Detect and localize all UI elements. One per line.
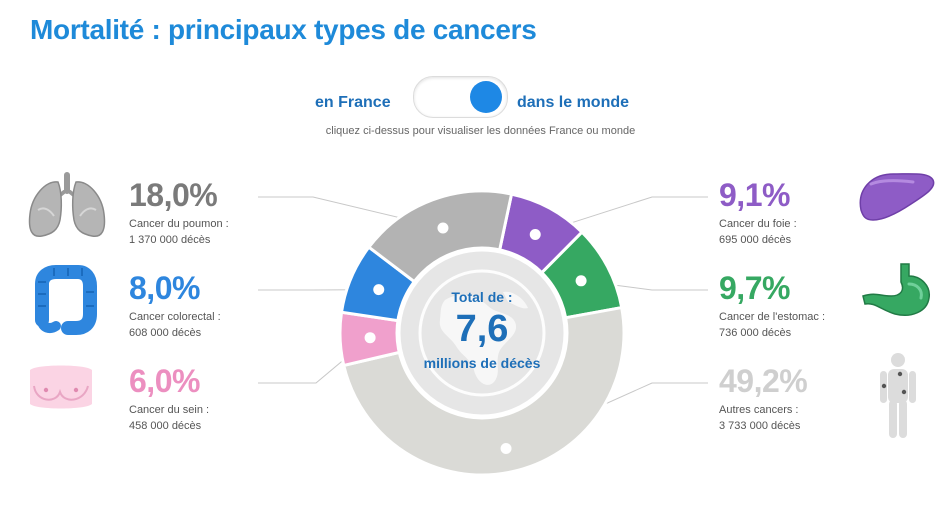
pct-sein: 6,0% bbox=[129, 363, 200, 399]
label-colorectal: Cancer colorectal : bbox=[129, 311, 221, 323]
total-label: Total de : bbox=[451, 289, 513, 305]
globe-icon bbox=[418, 269, 546, 397]
value-poumon: 1 370 000 décès bbox=[129, 234, 211, 246]
region-toggle-switch[interactable] bbox=[413, 76, 508, 118]
toggle-hint: cliquez ci-dessus pour visualiser les do… bbox=[325, 125, 636, 137]
liver-icon bbox=[859, 173, 935, 221]
breast-icon bbox=[30, 365, 92, 409]
stat-colorectal: 8,0% Cancer colorectal : 608 000 décès bbox=[129, 270, 221, 341]
total-value: 7,6 bbox=[455, 308, 509, 350]
lungs-icon bbox=[28, 172, 106, 238]
stat-foie: 9,1% Cancer du foie : 695 000 décès bbox=[719, 177, 797, 248]
slice-dots bbox=[364, 222, 587, 455]
stat-autres: 49,2% Autres cancers : 3 733 000 décès bbox=[719, 363, 808, 434]
pct-autres: 49,2% bbox=[719, 363, 808, 399]
value-foie: 695 000 décès bbox=[719, 234, 792, 246]
value-estomac: 736 000 décès bbox=[719, 327, 792, 339]
dot-colorectal bbox=[373, 284, 385, 296]
dot-autres bbox=[500, 443, 512, 455]
label-estomac: Cancer de l'estomac : bbox=[719, 311, 826, 323]
pct-estomac: 9,7% bbox=[719, 270, 790, 306]
dot-foie bbox=[529, 228, 541, 240]
label-autres: Autres cancers : bbox=[719, 404, 799, 416]
stat-poumon: 18,0% Cancer du poumon : 1 370 000 décès bbox=[129, 177, 229, 248]
toggle-knob[interactable] bbox=[470, 81, 502, 113]
stomach-icon bbox=[862, 263, 930, 316]
toggle-label-france[interactable]: en France bbox=[315, 94, 391, 111]
value-autres: 3 733 000 décès bbox=[719, 420, 801, 432]
dot-poumon bbox=[437, 222, 449, 234]
page-title: Mortalité : principaux types de cancers bbox=[30, 14, 537, 45]
total-unit: millions de décès bbox=[423, 355, 541, 371]
pct-poumon: 18,0% bbox=[129, 177, 218, 213]
pct-colorectal: 8,0% bbox=[129, 270, 200, 306]
dot-estomac bbox=[575, 275, 587, 287]
dot-sein bbox=[364, 332, 376, 344]
pct-foie: 9,1% bbox=[719, 177, 790, 213]
stat-sein: 6,0% Cancer du sein : 458 000 décès bbox=[129, 363, 209, 434]
label-sein: Cancer du sein : bbox=[129, 404, 210, 416]
region-toggle-row: en France dans le monde bbox=[0, 76, 951, 118]
stat-estomac: 9,7% Cancer de l'estomac : 736 000 décès bbox=[719, 270, 825, 341]
label-foie: Cancer du foie : bbox=[719, 218, 797, 230]
label-poumon: Cancer du poumon : bbox=[129, 218, 229, 230]
value-colorectal: 608 000 décès bbox=[129, 327, 202, 339]
value-sein: 458 000 décès bbox=[129, 420, 202, 432]
colon-icon bbox=[35, 265, 97, 335]
leader-line-foie bbox=[535, 196, 708, 235]
human-body-icon bbox=[880, 353, 916, 438]
toggle-label-monde[interactable]: dans le monde bbox=[517, 94, 630, 111]
